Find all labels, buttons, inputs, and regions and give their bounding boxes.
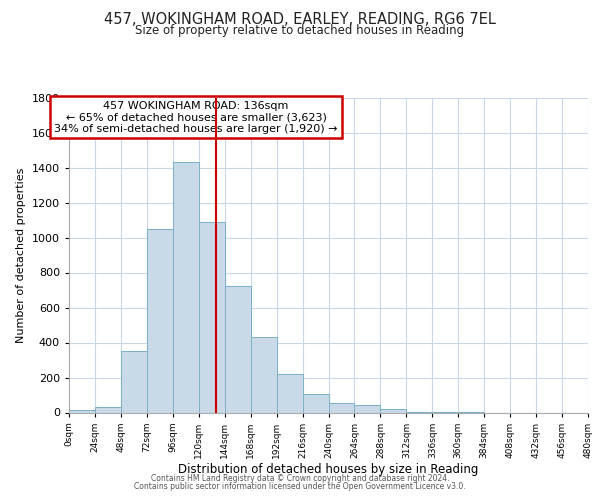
Bar <box>199 222 224 412</box>
Text: Contains public sector information licensed under the Open Government Licence v3: Contains public sector information licen… <box>134 482 466 491</box>
Bar <box>251 337 277 412</box>
Bar <box>147 229 173 412</box>
Bar <box>225 286 251 412</box>
Text: Contains HM Land Registry data © Crown copyright and database right 2024.: Contains HM Land Registry data © Crown c… <box>151 474 449 483</box>
Bar <box>329 403 355 412</box>
Bar <box>121 351 147 412</box>
X-axis label: Distribution of detached houses by size in Reading: Distribution of detached houses by size … <box>178 464 479 476</box>
Bar <box>277 374 302 412</box>
Bar <box>380 409 406 412</box>
Text: 457, WOKINGHAM ROAD, EARLEY, READING, RG6 7EL: 457, WOKINGHAM ROAD, EARLEY, READING, RG… <box>104 12 496 28</box>
Bar <box>173 162 199 412</box>
Text: 457 WOKINGHAM ROAD: 136sqm
← 65% of detached houses are smaller (3,623)
34% of s: 457 WOKINGHAM ROAD: 136sqm ← 65% of deta… <box>55 100 338 134</box>
Bar <box>355 404 380 412</box>
Bar <box>302 394 329 412</box>
Bar <box>69 410 95 412</box>
Text: Size of property relative to detached houses in Reading: Size of property relative to detached ho… <box>136 24 464 37</box>
Bar <box>95 407 121 412</box>
Y-axis label: Number of detached properties: Number of detached properties <box>16 168 26 342</box>
